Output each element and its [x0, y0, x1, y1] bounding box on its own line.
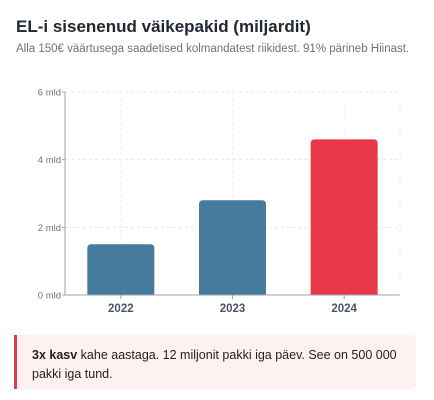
bar-2024: [310, 139, 378, 295]
x-tick-label: 2023: [220, 303, 246, 315]
bars: [87, 139, 378, 295]
chart-title: EL-i sisenenud väikepakid (miljardit): [16, 17, 311, 36]
bar-2023: [199, 200, 266, 295]
y-tick-label: 0 mld: [38, 291, 61, 302]
callout-text: kahe aastaga. 12 miljonit pakki iga päev…: [32, 348, 397, 381]
y-tick-label: 2 mld: [38, 223, 61, 234]
chart-subtitle: Alla 150€ väärtusega saadetised kolmanda…: [16, 43, 410, 55]
tick-labels: 0 mld 2 mld 4 mld 6 mld 2022 2023 2024: [38, 88, 358, 316]
callout-highlight: 3x kasv: [32, 348, 78, 362]
insight-callout: 3x kasv kahe aastaga. 12 miljonit pakki …: [14, 335, 416, 389]
x-tick-label: 2024: [331, 303, 357, 315]
axes: [62, 91, 400, 299]
bar-2022: [87, 244, 155, 295]
y-tick-label: 4 mld: [38, 155, 61, 166]
bar-chart: 0 mld 2 mld 4 mld 6 mld 2022 2023 2024: [38, 88, 401, 316]
y-tick-label: 6 mld: [38, 88, 61, 99]
x-tick-label: 2022: [108, 303, 134, 315]
